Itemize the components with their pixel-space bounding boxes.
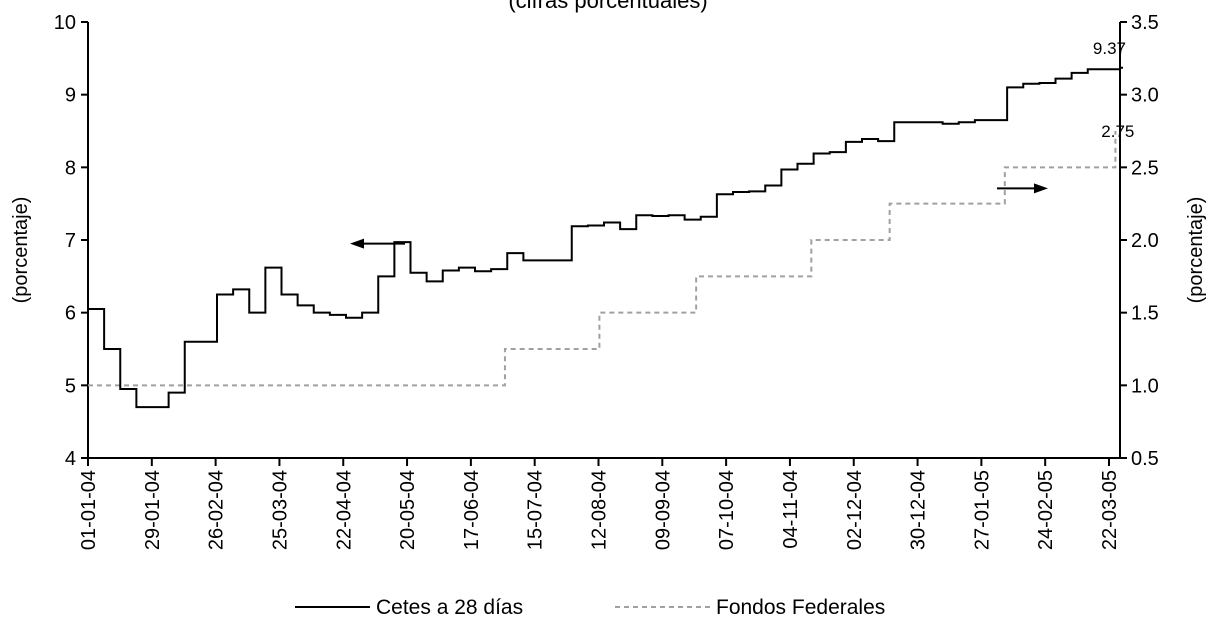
y-left-tick-label: 9 [65,85,76,107]
y-left-tick-label: 5 [65,375,76,397]
y-left-tick-label: 7 [65,230,76,252]
y-left-axis-title: (porcentaje) [10,197,32,304]
x-tick-label: 01-01-04 [78,470,100,550]
y-right-axis-title: (porcentaje) [1185,197,1207,304]
end-label-cetes: 9.37 [1093,39,1126,58]
x-tick-label: 30-12-04 [908,470,930,550]
y-right-tick-label: 2.0 [1131,230,1159,252]
x-tick-label: 15-07-04 [525,470,547,550]
x-tick-label: 27-01-05 [971,470,993,550]
y-right-tick-label: 0.5 [1131,448,1159,470]
x-tick-label: 07-10-04 [716,470,738,550]
x-tick-label: 20-05-04 [397,470,419,550]
x-tick-label: 24-02-05 [1035,470,1057,550]
y-left-tick-label: 10 [54,12,76,34]
y-right-tick-label: 3.5 [1131,12,1159,34]
x-tick-label: 26-02-04 [206,470,228,550]
series-line-fondos-federales [88,131,1117,387]
x-tick-label: 04-11-04 [780,470,802,549]
arrow-right-head [1034,183,1048,194]
legend-label-cetes: Cetes a 28 días [376,596,523,619]
arrow-left-head [350,238,364,249]
x-tick-label: 22-04-04 [333,470,355,550]
y-right-tick-label: 2.5 [1131,157,1159,179]
y-right-tick-label: 3.0 [1131,85,1159,107]
end-label-fondos: 2.75 [1101,122,1134,141]
x-tick-label: 22-03-05 [1099,470,1121,550]
x-tick-label: 25-03-04 [269,470,291,550]
y-left-tick-label: 8 [65,157,76,179]
x-tick-label: 12-08-04 [589,470,611,550]
plot-area: 4 5 6 7 8 9 10 0.5 1.0 1.5 2.0 2.5 3.0 3.5 01-01-04 29-… [54,12,1159,550]
series-line-cetes-28-dias [88,66,1123,409]
x-tick-label: 09-09-04 [652,470,674,550]
legend-label-fondos: Fondos Federales [716,596,885,619]
y-right-tick-label: 1.5 [1131,303,1159,325]
x-tick-label: 02-12-04 [844,470,866,550]
chart-title: (cifras porcentuales) [508,0,707,13]
legend: Cetes a 28 días Fondos Federales [295,596,885,619]
y-left-tick-label: 6 [65,303,76,325]
y-left-tick-label: 4 [65,448,76,470]
y-right-tick-label: 1.0 [1131,375,1159,397]
x-tick-label: 29-01-04 [142,470,164,550]
x-tick-label: 17-06-04 [461,470,483,550]
